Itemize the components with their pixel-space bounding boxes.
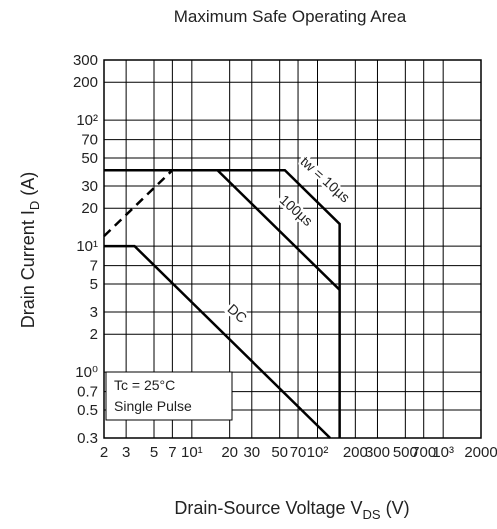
x-tick-label: 7 [168, 444, 176, 461]
y-tick-label: 10¹ [76, 238, 98, 255]
x-tick-label: 2 [100, 444, 108, 461]
chart-title: Maximum Safe Operating Area [174, 7, 407, 26]
y-tick-label: 20 [81, 200, 98, 217]
y-tick-label: 0.5 [77, 402, 98, 419]
series-line [104, 244, 331, 439]
x-axis-label: Drain-Source Voltage VDS (V) [174, 498, 409, 522]
y-tick-label: 30 [81, 178, 98, 195]
y-tick-label: 0.7 [77, 384, 98, 401]
x-tick-label: 50 [271, 444, 288, 461]
y-tick-label: 300 [73, 52, 98, 69]
x-tick-label: 500 [393, 444, 418, 461]
y-tick-label: 7 [90, 258, 98, 275]
y-tick-label: 10² [76, 112, 98, 129]
y-tick-label: 3 [90, 304, 98, 321]
x-tick-label: 20 [221, 444, 238, 461]
x-tick-label: 300 [365, 444, 390, 461]
x-label-unit: (V) [381, 498, 410, 518]
x-tick-label: 70 [290, 444, 307, 461]
series-line [103, 169, 174, 238]
series-label: 100µs [277, 191, 316, 229]
x-tick-label: 700 [411, 444, 436, 461]
x-tick-label: 2000 [464, 444, 497, 461]
y-axis-label: Drain Current ID (A) [18, 172, 42, 328]
x-label-sub: DS [363, 507, 381, 522]
y-tick-label: 0.3 [77, 430, 98, 447]
x-tick-label: 10² [307, 444, 329, 461]
y-tick-label: 70 [81, 132, 98, 149]
series-label: tw = 10µs [297, 153, 353, 205]
annotation: Tc = 25°C [114, 377, 175, 393]
series-line [216, 169, 341, 291]
x-tick-label: 5 [150, 444, 158, 461]
series-line [104, 169, 341, 438]
x-label-text: Drain-Source Voltage V [174, 498, 362, 518]
x-tick-label: 10³ [432, 444, 454, 461]
annotation-box [105, 371, 233, 421]
plot-frame [103, 59, 482, 439]
x-tick-label: 200 [343, 444, 368, 461]
y-label-text: Drain Current I [18, 210, 38, 328]
y-label-sub: D [27, 201, 42, 210]
y-tick-label: 2 [90, 326, 98, 343]
x-tick-label: 3 [122, 444, 130, 461]
series-label: DC [224, 301, 250, 326]
annotation: Single Pulse [114, 398, 192, 414]
y-label-unit: (A) [18, 172, 38, 201]
y-tick-label: 200 [73, 74, 98, 91]
y-tick-label: 10⁰ [75, 364, 98, 381]
x-tick-label: 10¹ [181, 444, 203, 461]
x-tick-label: 30 [243, 444, 260, 461]
y-tick-label: 50 [81, 150, 98, 167]
y-tick-label: 5 [90, 276, 98, 293]
